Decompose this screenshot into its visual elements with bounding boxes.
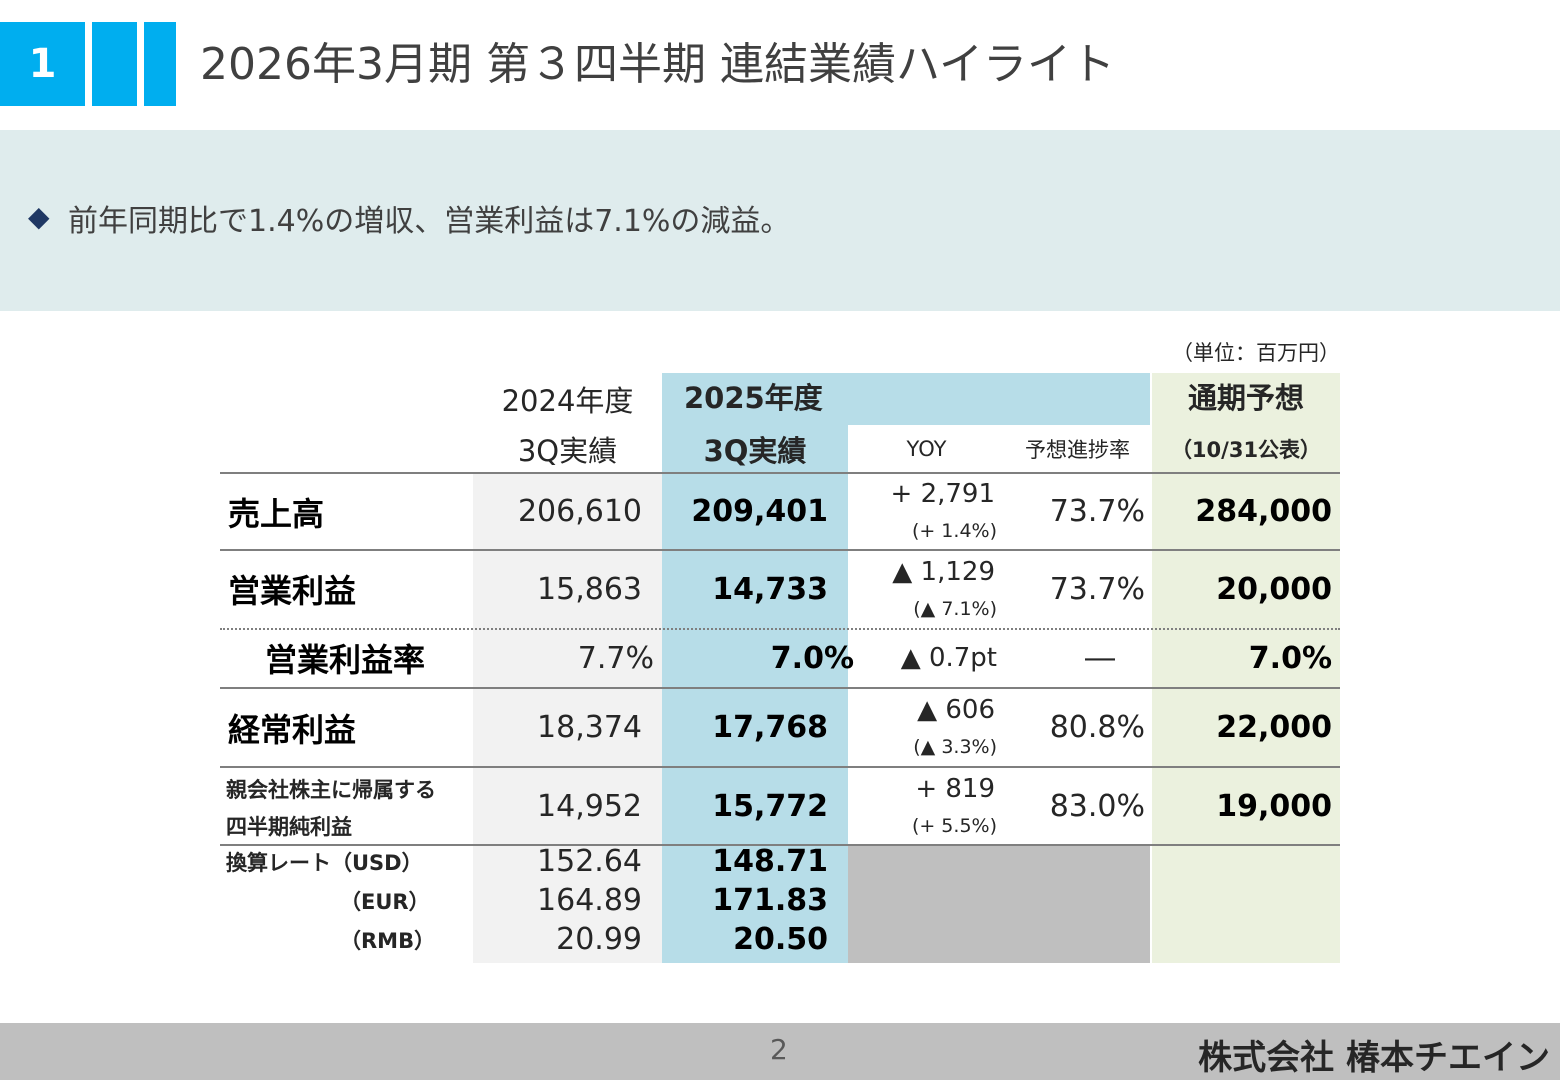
rate-label: （EUR） — [340, 889, 430, 914]
row-label: 四半期純利益 — [226, 814, 352, 839]
progress-value: 73.7% — [1049, 494, 1145, 529]
rule — [220, 472, 1340, 474]
row-label: 売上高 — [228, 494, 325, 533]
yoy-percent: (▲ 7.1%) — [913, 597, 997, 620]
rate-label: （RMB） — [340, 928, 436, 953]
bg-curr-head — [848, 373, 1150, 425]
header: 3Q実績 — [517, 434, 618, 468]
rule — [220, 687, 1340, 689]
row-label: 親会社株主に帰属する — [226, 777, 436, 802]
curr-value: 17,768 — [712, 710, 828, 745]
bg-rates-gray — [848, 845, 1150, 963]
forecast-value: 22,000 — [1216, 710, 1332, 745]
header: 2025年度 — [684, 381, 823, 415]
results-table: （単位：百万円） 2024年度 3Q実績 2025年度 3Q実績 YOY 予想進捗率 通期予想… — [220, 341, 1340, 963]
rate-curr: 171.83 — [712, 883, 828, 918]
bullet: ◆ — [28, 200, 50, 233]
rate-label: 換算レート（USD） — [226, 850, 423, 875]
header: YOY — [906, 437, 947, 461]
summary-text: 前年同期比で1.4%の増収、営業利益は7.1%の減益。 — [68, 204, 791, 239]
row-label: 営業利益率 — [265, 641, 426, 679]
rule — [220, 628, 1340, 630]
progress-value: ― — [1085, 640, 1115, 676]
prev-value: 15,863 — [537, 571, 642, 607]
summary-band — [0, 130, 1560, 311]
rate-prev: 164.89 — [537, 883, 642, 918]
curr-value: 14,733 — [712, 571, 828, 607]
prev-value: 206,610 — [517, 494, 642, 529]
curr-value: 7.0% — [770, 640, 854, 676]
header: （10/31公表） — [1170, 438, 1322, 462]
header: 3Q実績 — [703, 434, 807, 468]
yoy-value: ▲ 0.7pt — [900, 643, 997, 673]
header: 通期予想 — [1187, 381, 1304, 415]
header: 予想進捗率 — [1025, 438, 1130, 462]
page-number: 2 — [770, 1033, 788, 1066]
forecast-value: 19,000 — [1216, 788, 1332, 824]
yoy-percent: (+ 1.4%) — [911, 519, 997, 542]
bg-forecast — [1152, 373, 1340, 963]
section-number: 1 — [0, 22, 85, 106]
footer-band — [0, 1023, 1560, 1080]
forecast-value: 7.0% — [1248, 640, 1332, 676]
rate-curr: 20.50 — [733, 922, 828, 957]
rule — [220, 766, 1340, 768]
unit-label: （単位：百万円） — [1172, 341, 1340, 365]
row-label: 営業利益 — [228, 572, 357, 610]
yoy-value: ▲ 1,129 — [892, 556, 995, 587]
progress-value: 83.0% — [1049, 788, 1145, 824]
rate-prev: 152.64 — [537, 844, 642, 879]
rate-curr: 148.71 — [712, 844, 828, 879]
prev-value: 14,952 — [537, 788, 642, 824]
curr-value: 15,772 — [712, 788, 828, 824]
yoy-percent: (+ 5.5%) — [911, 814, 997, 837]
rule — [220, 844, 1340, 846]
yoy-value: ▲ 606 — [917, 694, 995, 725]
bg-curr — [662, 373, 848, 963]
prev-value: 7.7% — [577, 640, 654, 676]
accent-bar — [144, 22, 176, 106]
header: 2024年度 — [501, 384, 634, 418]
forecast-value: 20,000 — [1216, 571, 1332, 607]
yoy-value: + 819 — [915, 773, 995, 804]
bg-prev — [473, 473, 662, 963]
slide-title: 2026年3月期 第３四半期 連結業績ハイライト — [200, 39, 1116, 90]
company-name: 株式会社 椿本チエイン — [1198, 1038, 1550, 1078]
rate-prev: 20.99 — [556, 922, 642, 957]
progress-value: 73.7% — [1049, 571, 1145, 607]
rule — [220, 549, 1340, 551]
row-label: 経常利益 — [228, 710, 357, 749]
curr-value: 209,401 — [691, 494, 828, 529]
forecast-value: 284,000 — [1195, 494, 1332, 529]
yoy-percent: (▲ 3.3%) — [913, 736, 997, 759]
progress-value: 80.8% — [1049, 710, 1145, 745]
accent-bar — [92, 22, 137, 106]
yoy-value: + 2,791 — [890, 479, 995, 510]
prev-value: 18,374 — [537, 710, 642, 745]
